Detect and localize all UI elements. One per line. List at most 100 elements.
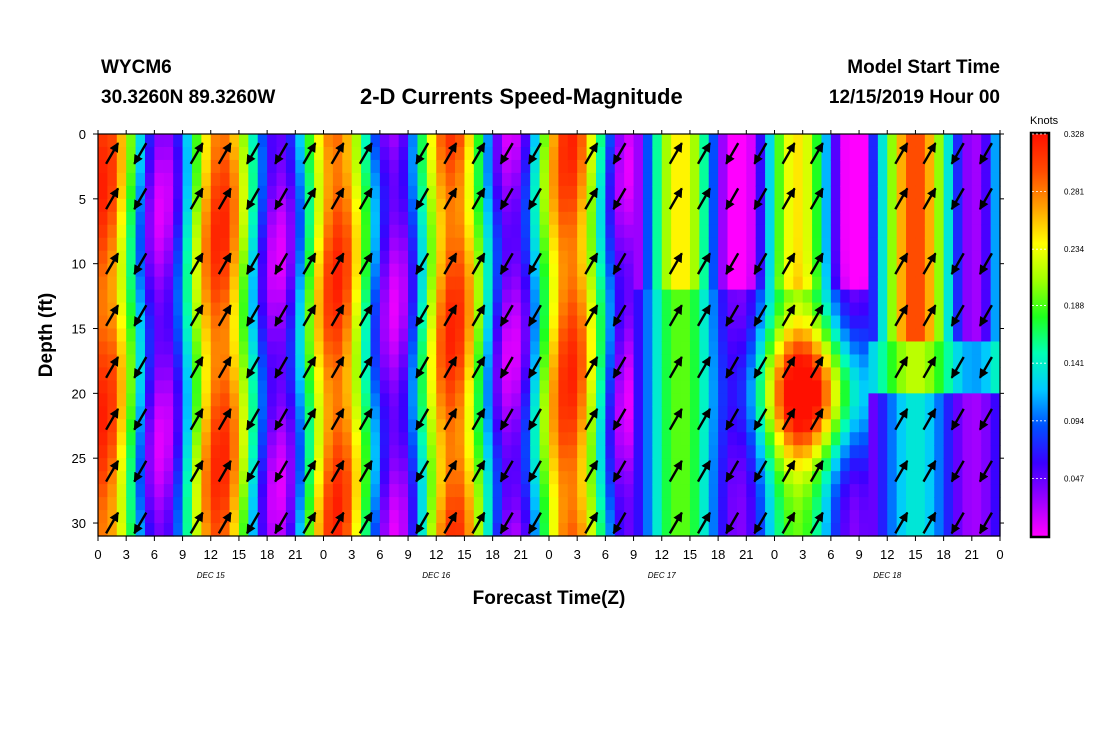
heat-cell bbox=[783, 484, 794, 498]
heat-cell bbox=[220, 380, 231, 394]
heat-cell bbox=[163, 276, 174, 291]
heat-cell bbox=[163, 302, 174, 317]
heat-cell bbox=[671, 419, 682, 433]
heat-cell bbox=[502, 393, 513, 407]
heat-cell bbox=[877, 211, 888, 226]
heat-cell bbox=[295, 263, 306, 278]
heat-cell bbox=[201, 185, 212, 200]
heat-cell bbox=[971, 367, 982, 381]
heat-cell bbox=[821, 510, 832, 524]
heat-cell bbox=[652, 276, 663, 291]
heat-cell bbox=[755, 276, 766, 291]
heat-cell bbox=[389, 237, 400, 252]
heat-cell bbox=[530, 458, 541, 472]
heat-cell bbox=[934, 315, 945, 330]
heat-cell bbox=[614, 302, 625, 317]
heat-cell bbox=[840, 263, 851, 278]
heat-cell bbox=[98, 432, 108, 446]
heat-cell bbox=[248, 250, 259, 265]
heat-cell bbox=[896, 237, 907, 252]
heat-cell bbox=[840, 523, 851, 537]
heat-cell bbox=[689, 224, 700, 239]
heat-cell bbox=[887, 367, 898, 381]
heat-cell bbox=[859, 224, 870, 239]
heat-cell bbox=[398, 419, 409, 433]
heat-cell bbox=[332, 367, 343, 381]
heat-cell bbox=[144, 445, 155, 459]
heat-cell bbox=[624, 497, 635, 511]
heat-cell bbox=[173, 146, 184, 161]
heat-cell bbox=[859, 185, 870, 200]
heat-cell bbox=[511, 185, 522, 200]
heat-cell bbox=[229, 497, 240, 511]
heat-cell bbox=[182, 224, 193, 239]
heat-cell bbox=[567, 341, 578, 356]
heat-cell bbox=[642, 263, 653, 278]
heat-cell bbox=[605, 510, 616, 524]
heat-cell bbox=[455, 445, 466, 459]
current-arrow bbox=[302, 252, 317, 275]
heat-cell bbox=[953, 172, 964, 187]
heat-cell bbox=[614, 354, 625, 369]
heat-cell bbox=[238, 367, 249, 381]
heat-cell bbox=[558, 445, 569, 459]
heat-cell bbox=[370, 523, 381, 537]
heat-cell bbox=[135, 484, 146, 498]
heat-cell bbox=[924, 211, 935, 226]
heat-cell bbox=[154, 159, 165, 174]
heat-cell bbox=[267, 146, 278, 161]
heat-cell bbox=[812, 432, 823, 446]
heat-cell bbox=[173, 250, 184, 265]
heat-cell bbox=[98, 211, 108, 226]
heat-cell bbox=[520, 224, 531, 239]
heat-cell bbox=[661, 419, 672, 433]
heat-cell bbox=[699, 276, 710, 291]
heat-cell bbox=[332, 211, 343, 226]
heat-cell bbox=[135, 497, 146, 511]
heat-cell bbox=[661, 497, 672, 511]
current-arrow bbox=[781, 356, 796, 379]
heat-cell bbox=[990, 328, 1001, 343]
heat-cell bbox=[812, 237, 823, 252]
heat-cell bbox=[633, 211, 644, 226]
current-arrow bbox=[753, 512, 768, 535]
heat-cell bbox=[304, 523, 315, 537]
heat-cell bbox=[736, 328, 747, 343]
heat-cell bbox=[821, 367, 832, 381]
heat-cell bbox=[473, 289, 484, 304]
heat-cell bbox=[511, 419, 522, 433]
heat-cell bbox=[473, 341, 484, 356]
heat-cell bbox=[314, 159, 325, 174]
heat-cell bbox=[304, 328, 315, 343]
heat-cell bbox=[990, 354, 1001, 369]
current-arrow bbox=[189, 252, 204, 275]
heat-cell bbox=[455, 185, 466, 200]
heat-cell bbox=[173, 523, 184, 537]
heat-cell bbox=[774, 146, 785, 161]
heat-cell bbox=[595, 276, 606, 291]
heat-cell bbox=[718, 328, 729, 343]
heat-cell bbox=[577, 198, 588, 213]
heat-cell bbox=[953, 224, 964, 239]
heat-cell bbox=[859, 172, 870, 187]
heat-cell bbox=[812, 134, 823, 148]
heat-cell bbox=[238, 497, 249, 511]
heat-cell bbox=[539, 315, 550, 330]
heat-cell bbox=[708, 146, 719, 161]
current-arrow bbox=[809, 142, 824, 165]
heat-cell bbox=[285, 315, 296, 330]
heat-cell bbox=[173, 432, 184, 446]
heat-cell bbox=[924, 224, 935, 239]
heat-cell bbox=[755, 159, 766, 174]
colorbar-unit: Knots bbox=[1030, 115, 1059, 127]
heat-cell bbox=[868, 380, 879, 394]
heat-cell bbox=[981, 497, 992, 511]
heat-cell bbox=[398, 354, 409, 369]
heat-cell bbox=[943, 276, 954, 291]
current-arrow bbox=[499, 356, 514, 379]
heat-cell bbox=[849, 354, 860, 369]
heat-cell bbox=[173, 185, 184, 200]
heat-cell bbox=[332, 471, 343, 485]
heat-cell bbox=[379, 328, 390, 343]
heat-cell bbox=[408, 432, 419, 446]
